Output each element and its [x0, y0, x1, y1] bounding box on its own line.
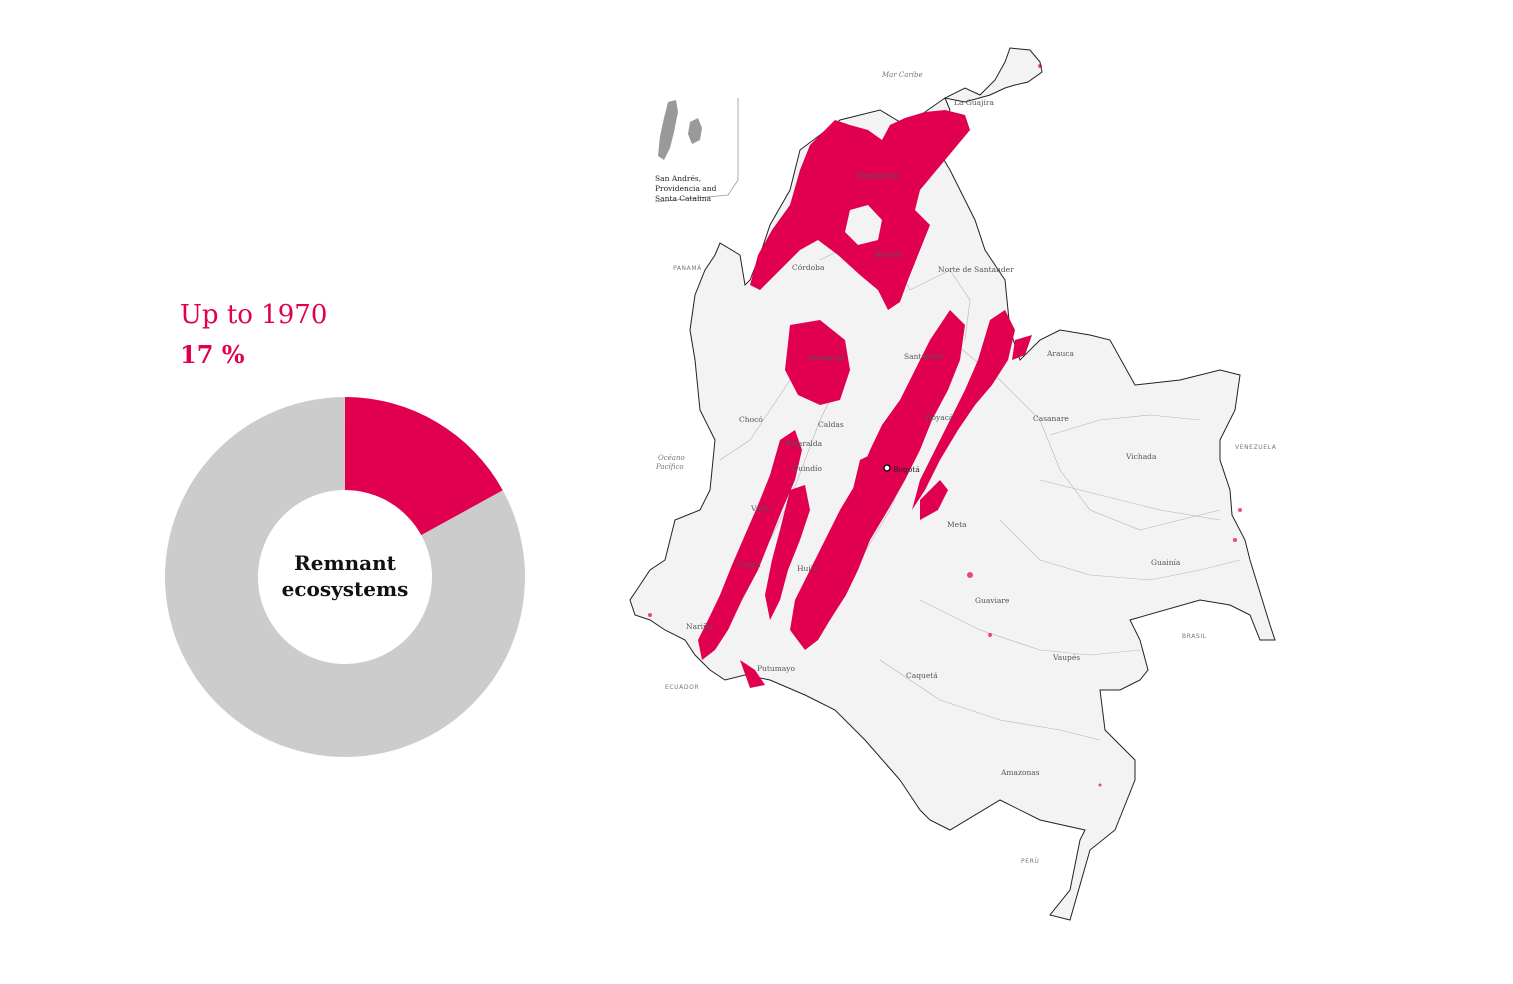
dept-guainia: Guainía — [1151, 558, 1181, 567]
dept-caqueta: Caquetá — [906, 671, 938, 680]
remnant-scattered-patches — [648, 64, 1242, 787]
label-oceano-line1: Océano — [658, 454, 685, 462]
colombia-map: San Andrés, Providencia and Santa Catali… — [629, 47, 1277, 921]
label-oceano-line2: Pacífico — [655, 463, 684, 471]
dept-boyaca: Boyacá — [926, 413, 954, 422]
dept-vaupes: Vaupés — [1052, 653, 1080, 662]
percent-value: 17 % — [180, 340, 245, 369]
remnant-donut-chart — [165, 397, 525, 757]
dept-guaviare: Guaviare — [975, 596, 1010, 605]
donut-center-line2: ecosystems — [281, 577, 409, 601]
dept-choco: Chocó — [739, 415, 763, 424]
inset-label-3: Santa Catalina — [655, 194, 712, 203]
city-bogota: Bogotá — [893, 465, 920, 474]
dept-cordoba: Córdoba — [792, 263, 825, 272]
dept-casanare: Casanare — [1033, 414, 1069, 423]
dept-vichada: Vichada — [1125, 452, 1157, 461]
inset-label-2: Providencia and — [655, 184, 717, 193]
label-venezuela: VENEZUELA — [1235, 444, 1277, 451]
dept-arauca: Arauca — [1046, 349, 1075, 358]
donut-segment-remnant — [345, 397, 503, 536]
dept-la-guajira: La Guajira — [954, 98, 994, 107]
country-outline — [629, 47, 1276, 921]
label-peru: PERÚ — [1021, 858, 1039, 865]
dept-bolivar: Bolívar — [875, 250, 903, 259]
dept-putumayo: Putumayo — [757, 664, 796, 673]
dept-norte-santander: Norte de Santander — [938, 265, 1014, 274]
bogota-marker — [883, 464, 891, 472]
remnant-ecosystem-areas — [698, 110, 1032, 688]
inset-san-andres: San Andrés, Providencia and Santa Catali… — [654, 98, 739, 203]
label-brasil: BRASIL — [1182, 633, 1207, 640]
dept-caldas: Caldas — [818, 420, 844, 429]
dept-quindio: Quindío — [792, 464, 822, 473]
label-mar-caribe: Mar Caribe — [881, 71, 923, 79]
donut-center-line1: Remnant — [294, 551, 396, 575]
dept-amazonas: Amazonas — [1000, 768, 1040, 777]
dept-huila: Huila — [797, 564, 818, 573]
dept-antioquia: Antioquia — [807, 353, 845, 362]
inset-label-1: San Andrés, — [655, 174, 701, 183]
dept-cauca: Cauca — [737, 560, 761, 569]
donut-center-label: Remnant ecosystems — [245, 550, 445, 602]
label-ecuador: ECUADOR — [665, 684, 699, 691]
dept-risaralda: Risaralda — [786, 439, 823, 448]
period-label: Up to 1970 — [180, 300, 328, 330]
dept-narino: Nariño — [686, 622, 713, 631]
dept-magdalena: Magdalena — [856, 171, 899, 180]
dept-meta: Meta — [947, 520, 967, 529]
label-panama: PANAMÁ — [673, 265, 702, 272]
donut-segment-rest — [165, 397, 525, 757]
dept-valle: Valle — [750, 504, 770, 513]
dept-santander: Santander — [904, 352, 944, 361]
